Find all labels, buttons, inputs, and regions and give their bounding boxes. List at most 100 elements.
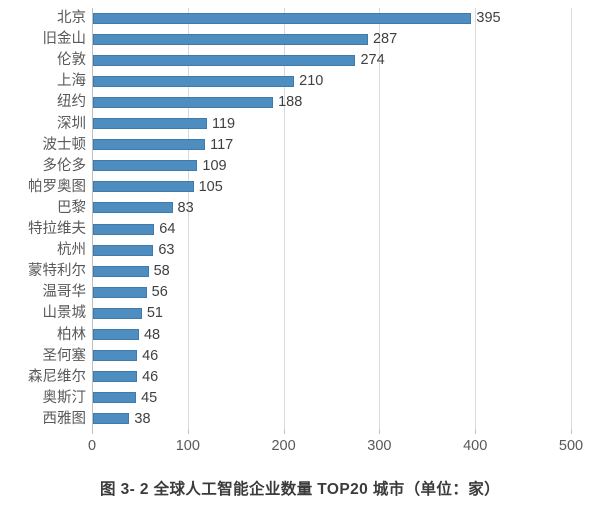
bar: [93, 118, 207, 130]
figure-caption: 图 3- 2 全球人工智能企业数量 TOP20 城市（单位：家）: [99, 481, 501, 498]
bar-value-label: 83: [177, 199, 194, 216]
category-label: 森尼维尔: [28, 368, 86, 385]
bar: [93, 286, 147, 298]
bar: [93, 160, 198, 172]
bar: [93, 371, 138, 383]
category-label: 北京: [57, 10, 86, 26]
chart-row: 深圳 119: [0, 114, 600, 135]
x-tick-mark-500: [571, 430, 572, 434]
category-label: 波士顿: [42, 136, 87, 153]
gridline-300: [379, 8, 381, 430]
chart-row: 圣何塞 46: [0, 346, 600, 367]
bar-value-label: 38: [134, 410, 151, 427]
chart-row: 伦敦 274: [0, 50, 600, 71]
x-axis-tick-label: 500: [558, 438, 584, 454]
bar: [93, 413, 130, 425]
bar: [93, 350, 138, 362]
gridline-400: [475, 8, 477, 430]
category-label: 蒙特利尔: [28, 263, 86, 280]
category-label: 奥斯汀: [42, 389, 87, 406]
bar-value-label: 109: [202, 157, 227, 174]
bar-value-label: 105: [198, 178, 223, 195]
bar-value-label: 287: [372, 31, 398, 48]
chart-row: 特拉维夫 64: [0, 219, 600, 240]
x-tick-mark-0: [92, 430, 93, 434]
chart-row: 温哥华 56: [0, 282, 600, 303]
bar-value-label: 56: [151, 284, 168, 301]
bar: [93, 12, 472, 24]
bar-value-label: 188: [278, 94, 303, 111]
bar-value-label: 48: [143, 326, 161, 343]
bar-chart: 0 100 200 300 400 500 北京 395 旧金山 287 伦敦 274 上海 210 纽约 1…: [0, 8, 600, 454]
bar: [93, 223, 155, 235]
x-tick-mark-100: [187, 430, 189, 434]
bar: [93, 329, 139, 341]
bar-value-label: 119: [212, 115, 236, 132]
chart-row: 柏林 48: [0, 325, 600, 346]
bar: [93, 244, 154, 256]
chart-row: 多伦多 109: [0, 156, 600, 177]
chart-row: 旧金山 287: [0, 29, 600, 50]
bar-value-label: 46: [142, 368, 159, 385]
x-axis-tick-label: 300: [367, 438, 392, 454]
category-label: 特拉维夫: [28, 221, 86, 237]
bar: [93, 96, 274, 108]
gridline-100: [187, 8, 189, 430]
bar-value-label: 46: [142, 347, 159, 364]
chart-row: 蒙特利尔 58: [0, 261, 600, 282]
chart-row: 西雅图 38: [0, 409, 600, 430]
x-tick-mark-300: [379, 430, 381, 434]
bar: [93, 202, 173, 214]
bar: [93, 54, 356, 66]
category-label: 旧金山: [42, 31, 87, 48]
bar: [93, 33, 368, 45]
category-label: 上海: [57, 73, 86, 90]
bar: [93, 75, 295, 87]
x-tick-mark-200: [283, 430, 285, 434]
category-label: 温哥华: [42, 284, 87, 301]
category-label: 巴黎: [57, 199, 86, 216]
bar: [93, 307, 142, 319]
bar: [93, 139, 206, 151]
plot-area: [92, 8, 572, 434]
bar-value-label: 117: [210, 136, 234, 153]
chart-row: 帕罗奥图 105: [0, 177, 600, 198]
category-label: 深圳: [57, 115, 86, 132]
bar: [93, 265, 149, 277]
chart-row: 波士顿 117: [0, 135, 600, 156]
category-label: 伦敦: [57, 52, 86, 69]
category-label: 西雅图: [42, 410, 87, 427]
gridline-200: [283, 8, 285, 430]
bar-value-label: 58: [153, 263, 170, 280]
bar: [93, 392, 137, 404]
category-label: 多伦多: [42, 157, 87, 174]
chart-row: 北京 395: [0, 8, 600, 29]
x-axis-tick-label: 200: [271, 438, 296, 454]
x-axis-tick-label: 400: [463, 438, 488, 454]
category-label: 圣何塞: [42, 347, 87, 364]
gridline-500: [571, 8, 572, 430]
chart-row: 杭州 63: [0, 240, 600, 261]
bar: [93, 181, 194, 193]
category-label: 纽约: [57, 94, 86, 111]
category-label: 柏林: [57, 326, 86, 343]
x-tick-mark-400: [475, 430, 477, 434]
bar-value-label: 63: [158, 242, 175, 259]
bar-value-label: 274: [360, 52, 385, 69]
chart-row: 纽约 188: [0, 92, 600, 113]
bar-value-label: 45: [141, 389, 158, 406]
chart-row: 奥斯汀 45: [0, 388, 600, 409]
bar-value-label: 210: [299, 73, 324, 90]
chart-row: 森尼维尔 46: [0, 367, 600, 388]
y-axis-line: [92, 8, 93, 430]
category-label: 帕罗奥图: [28, 178, 86, 195]
x-axis-tick-label: 100: [175, 438, 200, 454]
category-label: 山景城: [42, 305, 87, 322]
bar-value-label: 395: [476, 10, 501, 26]
bar-value-label: 51: [146, 305, 163, 322]
chart-row: 巴黎 83: [0, 198, 600, 219]
chart-row: 山景城 51: [0, 303, 600, 324]
x-axis-tick-label: 0: [87, 438, 97, 454]
category-label: 杭州: [57, 242, 86, 259]
